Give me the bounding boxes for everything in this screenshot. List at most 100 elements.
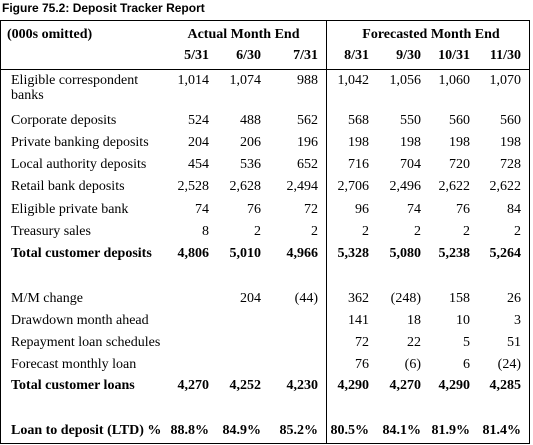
actual-value-cell: 488: [240, 113, 261, 128]
ltd-forecast-cell: 81.9%: [431, 423, 471, 438]
total-row-label: Total customer loans: [11, 378, 135, 393]
forecast-value-cell: 2,622: [489, 179, 522, 194]
ltd-forecast-cell: 80.5%: [330, 423, 370, 438]
row-label: M/M change: [11, 291, 83, 306]
actual-value-cell: (44): [294, 291, 318, 306]
forecast-value-cell: 141: [348, 313, 369, 328]
ltd-forecast-cell: 84.1%: [382, 423, 422, 438]
ltd-actual-cell: 85.2%: [279, 423, 319, 438]
forecast-value-cell: 2: [362, 224, 369, 239]
forecast-value-cell: 1,070: [489, 73, 522, 88]
column-header-date: 8/31: [344, 48, 369, 63]
actual-value-cell: 206: [240, 135, 261, 150]
forecast-value-cell: 2: [414, 224, 421, 239]
forecast-value-cell: 10: [456, 313, 470, 328]
ltd-forecast-cell: 81.4%: [482, 423, 522, 438]
column-header-date: 9/30: [396, 48, 421, 63]
forecast-value-cell: 4,270: [389, 378, 422, 393]
row-label: Drawdown month ahead: [11, 313, 149, 328]
actual-value-cell: 524: [188, 113, 209, 128]
forecast-value-cell: 1,060: [438, 73, 471, 88]
ltd-actual-cell: 88.8%: [170, 423, 210, 438]
actual-value-cell: 1,074: [229, 73, 262, 88]
column-header-date: 10/31: [438, 48, 470, 63]
forecast-value-cell: 1,042: [337, 73, 370, 88]
actual-value-cell: 988: [297, 73, 318, 88]
forecast-value-cell: 198: [500, 135, 521, 150]
row-label: Local authority deposits: [11, 157, 147, 172]
forecast-value-cell: 550: [400, 113, 421, 128]
forecast-value-cell: 6: [463, 357, 470, 372]
column-header-date: 6/30: [236, 48, 261, 63]
forecast-value-cell: 198: [400, 135, 421, 150]
ltd-label: Loan to deposit (LTD) %: [11, 423, 162, 438]
row-label: Retail bank deposits: [11, 179, 125, 194]
actual-value-cell: 2,628: [229, 179, 262, 194]
row-label-continuation: banks: [11, 88, 44, 103]
forecast-value-cell: 72: [355, 335, 369, 350]
row-label: Corporate deposits: [11, 113, 117, 128]
row-label: Eligible correspondent: [11, 73, 139, 88]
forecast-value-cell: (24): [497, 357, 521, 372]
forecast-value-cell: 728: [500, 157, 521, 172]
forecast-value-cell: 720: [449, 157, 470, 172]
forecast-value-cell: 2: [514, 224, 521, 239]
forecast-value-cell: 362: [348, 291, 369, 306]
ltd-actual-cell: 84.9%: [222, 423, 262, 438]
actual-value-cell: 5,010: [229, 246, 262, 261]
header-divider: [1, 69, 529, 70]
deposit-tracker-table: (000s omitted) Actual Month End Forecast…: [0, 20, 530, 444]
actual-value-cell: 4,230: [286, 378, 319, 393]
forecast-group-header: Forecasted Month End: [362, 27, 500, 42]
actual-value-cell: 4,270: [177, 378, 210, 393]
forecast-value-cell: (248): [390, 291, 421, 306]
actual-value-cell: 8: [202, 224, 209, 239]
forecast-value-cell: 18: [407, 313, 421, 328]
forecast-value-cell: 560: [500, 113, 521, 128]
figure-title: Figure 75.2: Deposit Tracker Report: [2, 1, 205, 15]
forecast-value-cell: 5,238: [438, 246, 471, 261]
actual-value-cell: 1,014: [177, 73, 210, 88]
actual-value-cell: 454: [188, 157, 209, 172]
forecast-value-cell: 96: [355, 202, 369, 217]
forecast-value-cell: 2,496: [389, 179, 422, 194]
forecast-value-cell: 198: [348, 135, 369, 150]
actual-value-cell: 204: [188, 135, 209, 150]
forecast-value-cell: 51: [507, 335, 521, 350]
actual-value-cell: 2: [254, 224, 261, 239]
actual-value-cell: 2,528: [177, 179, 210, 194]
forecast-value-cell: 76: [456, 202, 470, 217]
actual-group-header: Actual Month End: [187, 27, 300, 42]
forecast-value-cell: 4,290: [337, 378, 370, 393]
actual-forecast-divider: [326, 21, 327, 443]
actual-value-cell: 652: [297, 157, 318, 172]
forecast-value-cell: 84: [507, 202, 521, 217]
forecast-value-cell: 198: [449, 135, 470, 150]
actual-value-cell: 74: [195, 202, 209, 217]
forecast-value-cell: 22: [407, 335, 421, 350]
column-header-date: 5/31: [184, 48, 209, 63]
actual-value-cell: 4,252: [229, 378, 262, 393]
actual-value-cell: 536: [240, 157, 261, 172]
forecast-value-cell: 716: [348, 157, 369, 172]
forecast-value-cell: 560: [449, 113, 470, 128]
row-label: Private banking deposits: [11, 135, 149, 150]
actual-value-cell: 4,966: [286, 246, 319, 261]
forecast-value-cell: 5,264: [489, 246, 522, 261]
forecast-value-cell: 4,290: [438, 378, 471, 393]
column-header-date: 7/31: [293, 48, 318, 63]
forecast-value-cell: (6): [404, 357, 421, 372]
forecast-value-cell: 5: [463, 335, 470, 350]
forecast-value-cell: 1,056: [389, 73, 422, 88]
forecast-value-cell: 568: [348, 113, 369, 128]
row-label: Eligible private bank: [11, 202, 129, 217]
actual-value-cell: 2: [311, 224, 318, 239]
total-row-label: Total customer deposits: [11, 246, 152, 261]
actual-value-cell: 4,806: [177, 246, 210, 261]
actual-value-cell: 562: [297, 113, 318, 128]
forecast-value-cell: 4,285: [489, 378, 522, 393]
forecast-value-cell: 5,080: [389, 246, 422, 261]
forecast-value-cell: 2,622: [438, 179, 471, 194]
forecast-value-cell: 2: [463, 224, 470, 239]
forecast-value-cell: 76: [355, 357, 369, 372]
